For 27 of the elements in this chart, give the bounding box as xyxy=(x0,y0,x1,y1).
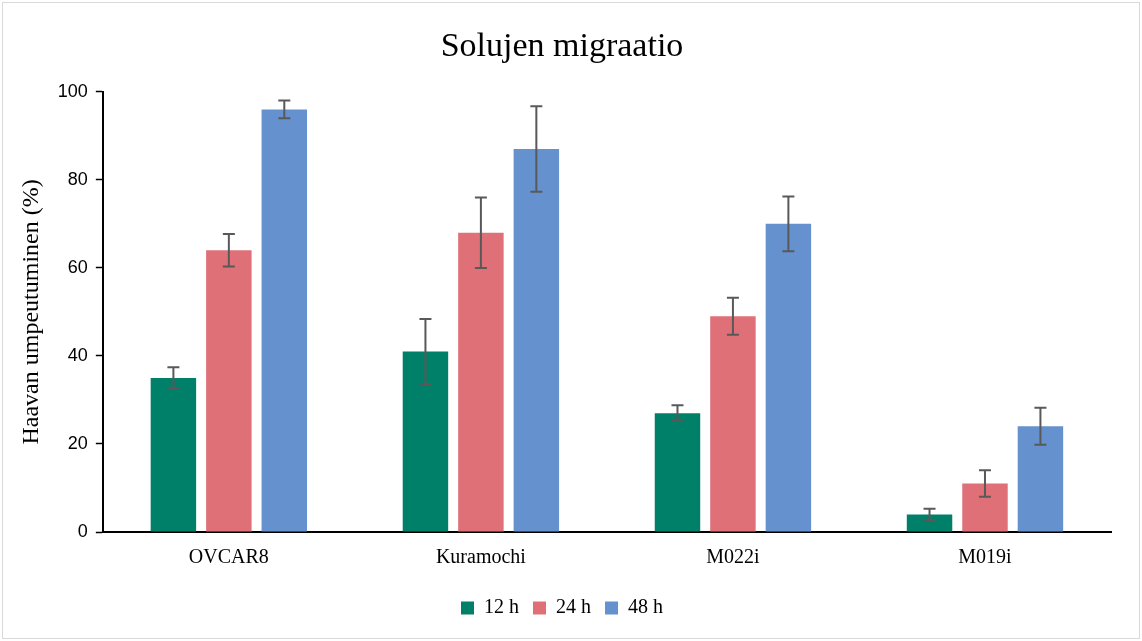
bar xyxy=(654,413,701,532)
legend-label: 24 h xyxy=(556,595,591,618)
y-tick-label: 20 xyxy=(67,432,88,453)
y-tick-label: 100 xyxy=(57,80,88,101)
x-tick-label: OVCAR8 xyxy=(188,545,269,568)
bar xyxy=(1017,426,1064,532)
chart-title: Solujen migraatio xyxy=(440,26,684,64)
bar xyxy=(513,149,560,532)
x-tick-label: Kuramochi xyxy=(435,545,527,568)
legend-label: 48 h xyxy=(628,595,663,618)
legend-label: 12 h xyxy=(484,595,519,618)
x-tick-label: M022i xyxy=(706,545,761,568)
y-axis-title: Haavan umpeutuminen (%) xyxy=(16,179,43,445)
bar xyxy=(962,483,1008,532)
y-tick-label: 0 xyxy=(77,520,88,541)
bar xyxy=(150,377,197,532)
x-tick-label: M019i xyxy=(958,545,1013,568)
y-tick-label: 80 xyxy=(67,168,88,189)
y-tick-label: 60 xyxy=(67,256,88,277)
bar xyxy=(710,316,756,532)
y-tick-label: 40 xyxy=(67,344,88,365)
bar xyxy=(206,250,252,532)
bar xyxy=(458,232,504,532)
bar xyxy=(261,109,308,532)
bar xyxy=(765,223,812,532)
bar xyxy=(402,351,449,532)
bar xyxy=(906,514,953,532)
